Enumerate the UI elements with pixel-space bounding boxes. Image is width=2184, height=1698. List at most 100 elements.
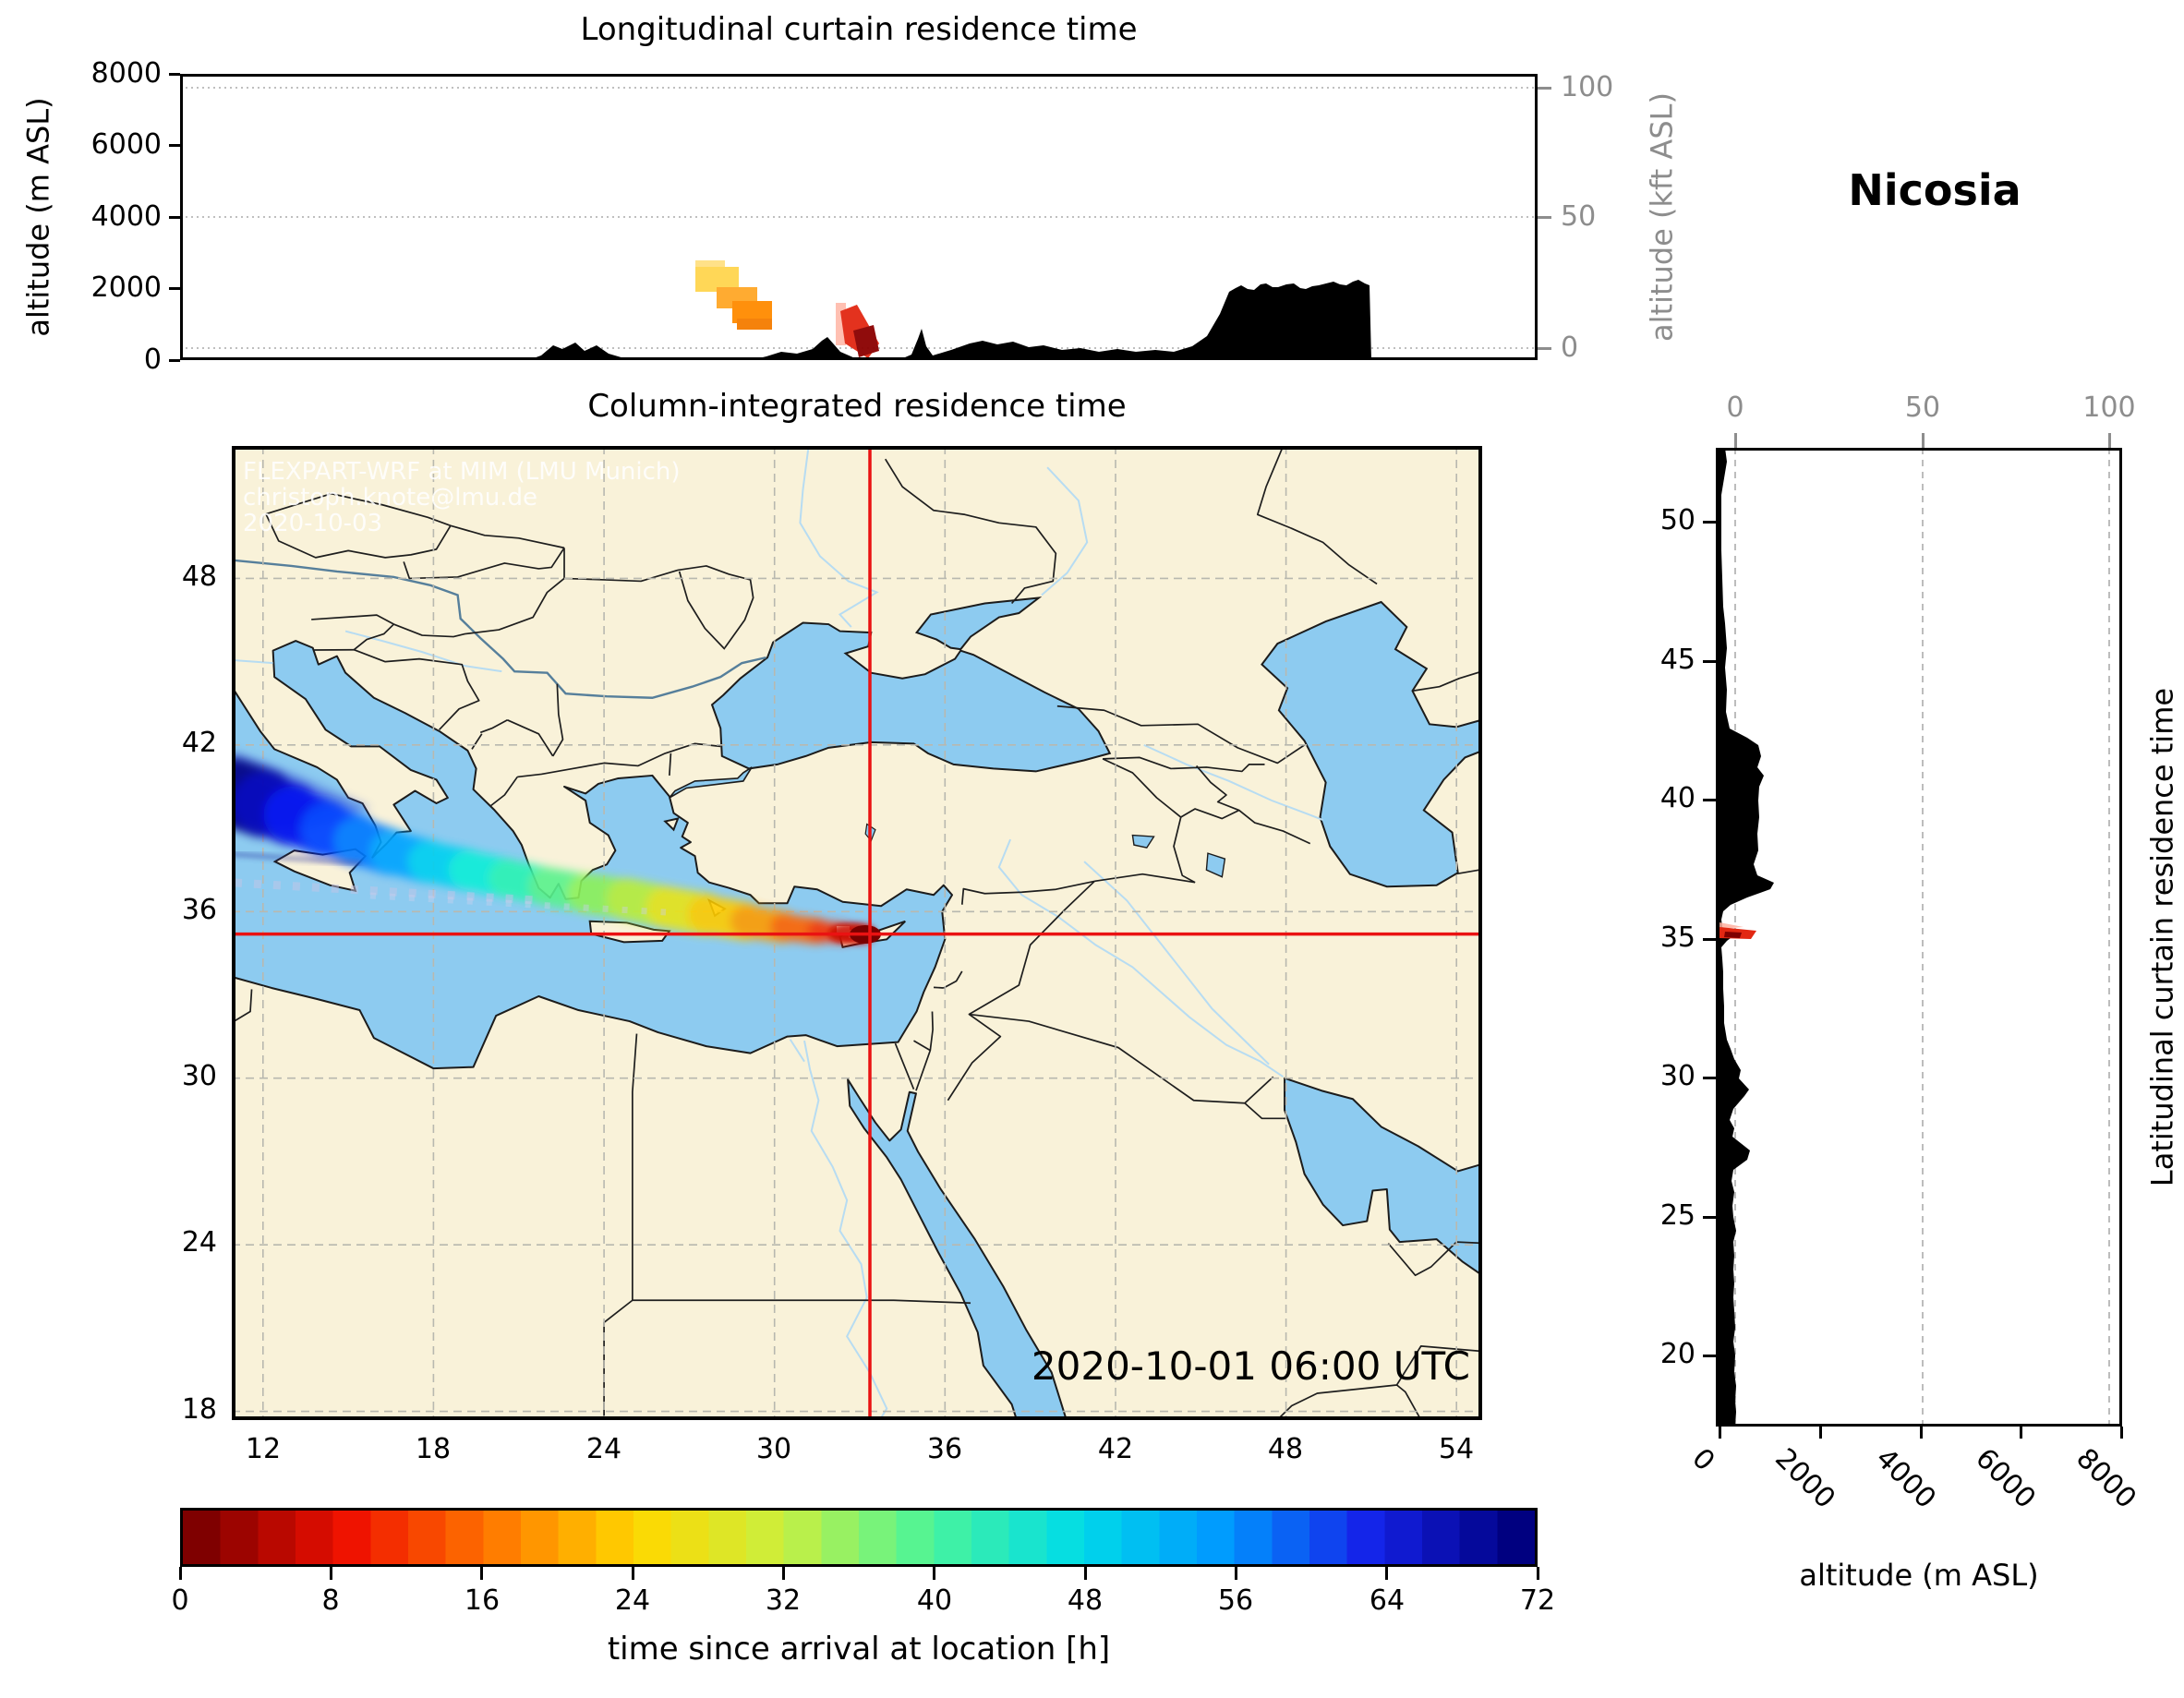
latitudinal-curtain-plot xyxy=(1716,448,2122,1427)
lon-tick-48: 48 xyxy=(1267,1433,1304,1465)
rp-lat-40: 40 xyxy=(1659,782,1695,814)
kft-top-tick-100: 100 xyxy=(2082,391,2136,424)
rp-lat-30: 30 xyxy=(1659,1060,1695,1092)
rp-lat-35: 35 xyxy=(1659,921,1695,954)
map-timestamp: 2020-10-01 06:00 UTC xyxy=(1031,1343,1470,1389)
plume-patch-pink-streak xyxy=(836,303,846,345)
cbar-tick-mark xyxy=(329,1567,332,1580)
latitudinal-xlabel: altitude (m ASL) xyxy=(1799,1558,2039,1593)
lat-tick-mark xyxy=(1703,1076,1716,1079)
lat-tick-mark xyxy=(1703,659,1716,663)
alt-tick-2000: 2000 xyxy=(1768,1442,1841,1515)
lat-tick-30: 30 xyxy=(181,1060,217,1092)
cbar-tick-64: 64 xyxy=(1369,1584,1406,1617)
plume-remnants xyxy=(232,851,667,916)
longitudinal-plume-patches xyxy=(695,260,879,358)
rivers xyxy=(235,446,1322,1420)
lon-tick-30: 30 xyxy=(755,1433,792,1465)
cbar-tick-mark xyxy=(781,1567,785,1580)
residence-time-plume xyxy=(232,757,874,945)
ytick-mark xyxy=(169,287,180,290)
cbar-tick-24: 24 xyxy=(614,1584,651,1617)
lat-tick-18: 18 xyxy=(181,1393,217,1426)
rp-lat-20: 20 xyxy=(1659,1338,1695,1370)
lat-tick-mark xyxy=(1703,520,1716,524)
ytick-mark xyxy=(169,72,180,76)
alt-tick-mark xyxy=(2019,1427,2022,1439)
ytick-0: 0 xyxy=(143,343,162,376)
river-danube xyxy=(235,560,766,698)
lon-tick-24: 24 xyxy=(585,1433,622,1465)
lat-tick-mark xyxy=(1703,798,1716,801)
longitudinal-terrain-silhouette xyxy=(180,280,1371,360)
alt-tick-0: 0 xyxy=(1685,1442,1721,1478)
cbar-tick-mark xyxy=(1385,1567,1389,1580)
river-don xyxy=(1042,467,1087,595)
watermark-line3: 2020-10-03 xyxy=(243,510,383,537)
longitudinal-panel-border xyxy=(180,74,1538,360)
kft-tick-mark xyxy=(1538,346,1551,350)
ytick-8000: 8000 xyxy=(90,57,162,90)
station-title: Nicosia xyxy=(1848,165,2021,215)
plume-patch-orange-low xyxy=(737,319,772,330)
kft-tick-mark xyxy=(1538,86,1551,90)
kft-top-tick-mark xyxy=(2107,433,2111,448)
lon-tick-54: 54 xyxy=(1438,1433,1475,1465)
kft-top-tick-0: 0 xyxy=(1726,391,1744,424)
kft-top-tick-50: 50 xyxy=(1904,391,1941,424)
cbar-tick-mark xyxy=(1536,1567,1539,1580)
alt-tick-6000: 6000 xyxy=(1969,1442,2042,1515)
column-integrated-map xyxy=(232,446,1482,1420)
latitudinal-terrain-silhouette xyxy=(1716,448,1774,1427)
longitudinal-panel-title: Longitudinal curtain residence time xyxy=(580,11,1138,48)
plume-patch-yellow-light xyxy=(695,260,725,269)
cbar-tick-mark xyxy=(933,1567,936,1580)
alt-tick-mark xyxy=(2119,1427,2123,1439)
ytick-mark xyxy=(169,144,180,147)
colorbar xyxy=(180,1508,1538,1567)
alt-tick-8000: 8000 xyxy=(2069,1442,2142,1515)
river-nile-branch xyxy=(790,1040,804,1062)
sea-of-azov xyxy=(917,597,1039,649)
cbar-tick-mark xyxy=(1234,1567,1237,1580)
lon-tick-18: 18 xyxy=(415,1433,452,1465)
lon-tick-12: 12 xyxy=(245,1433,282,1465)
latitudinal-panel-border xyxy=(1716,448,2122,1427)
black-sea xyxy=(712,623,1110,772)
lat-tick-mark xyxy=(1703,1215,1716,1219)
latitudinal-plume-patches xyxy=(1719,922,1756,939)
cbar-tick-16: 16 xyxy=(464,1584,501,1617)
river-po xyxy=(235,660,273,663)
lake-urmia xyxy=(1206,853,1225,877)
river-euphrates xyxy=(999,839,1284,1077)
cbar-tick-48: 48 xyxy=(1067,1584,1104,1617)
colorbar-gradient xyxy=(183,1511,1535,1564)
red-sea xyxy=(848,1079,1068,1420)
plume-patch-darkred xyxy=(853,325,879,357)
kft-tick-100: 100 xyxy=(1561,71,1614,103)
longitudinal-curtain-plot xyxy=(180,74,1538,360)
cbar-tick-8: 8 xyxy=(321,1584,340,1617)
ytick-4000: 4000 xyxy=(90,200,162,233)
river-kura xyxy=(1144,745,1323,820)
cbar-tick-mark xyxy=(480,1567,484,1580)
lon-tick-36: 36 xyxy=(926,1433,963,1465)
longitudinal-ylabel-left: altitude (m ASL) xyxy=(20,97,56,337)
cbar-tick-0: 0 xyxy=(171,1584,189,1617)
cbar-tick-72: 72 xyxy=(1519,1584,1556,1617)
cbar-tick-40: 40 xyxy=(916,1584,953,1617)
watermark-line2: christoph.knote@lmu.de xyxy=(243,484,538,512)
ytick-6000: 6000 xyxy=(90,128,162,161)
alt-tick-mark xyxy=(1818,1427,1822,1439)
lat-tick-48: 48 xyxy=(181,560,217,593)
kft-tick-0: 0 xyxy=(1561,331,1579,364)
alt-tick-mark xyxy=(1919,1427,1923,1439)
ytick-mark xyxy=(169,215,180,219)
lat-tick-24: 24 xyxy=(181,1226,217,1258)
lat-tick-mark xyxy=(1703,1354,1716,1357)
colorbar-label: time since arrival at location [h] xyxy=(607,1631,1111,1668)
longitudinal-ylabel-right: altitude (kft ASL) xyxy=(1644,92,1680,342)
cbar-tick-56: 56 xyxy=(1217,1584,1254,1617)
sea-of-marmara xyxy=(670,767,752,798)
